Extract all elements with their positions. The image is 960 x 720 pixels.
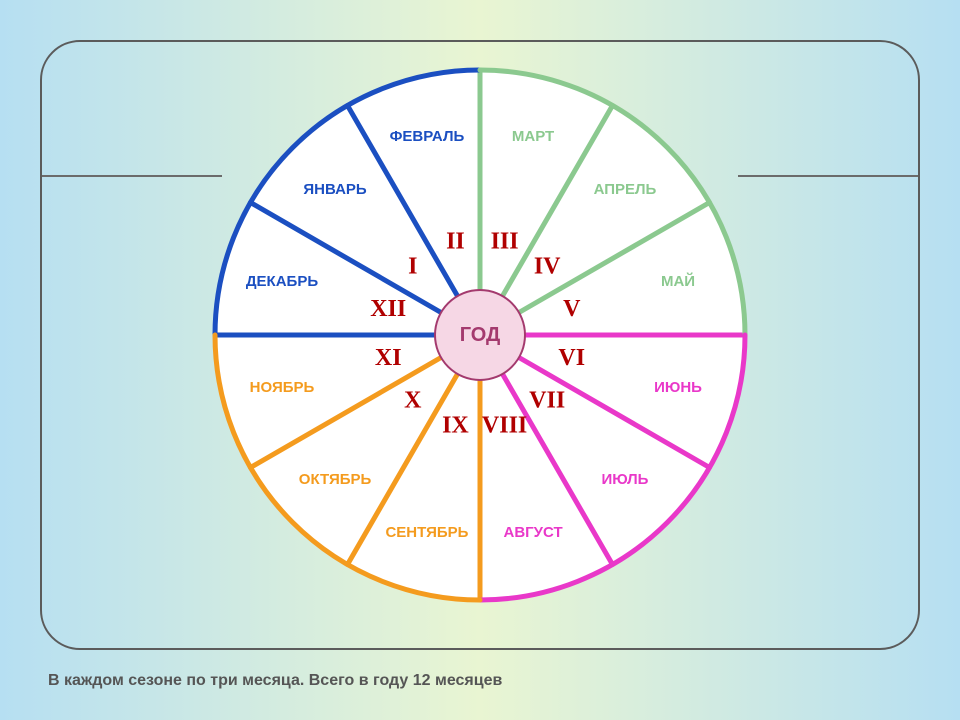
month-ИЮНЬ: ИЮНЬ	[654, 379, 702, 396]
month-ОКТЯБРЬ: ОКТЯБРЬ	[299, 471, 372, 488]
month-НОЯБРЬ: НОЯБРЬ	[250, 379, 315, 396]
month-ФЕВРАЛЬ: ФЕВРАЛЬ	[390, 128, 465, 145]
caption: В каждом сезоне по три месяца. Всего в г…	[48, 672, 502, 690]
month-ЯНВАРЬ: ЯНВАРЬ	[303, 181, 367, 198]
year-wheel: XII ДЕКАБРЬ I ЯНВАРЬ II ФЕВРАЛЬ III МАРТ IV АПРЕЛ…	[0, 0, 960, 720]
roman-VII: VII	[529, 388, 565, 414]
month-МАЙ: МАЙ	[661, 272, 695, 290]
roman-III: III	[491, 229, 519, 255]
roman-X: X	[404, 388, 422, 414]
month-АВГУСТ: АВГУСТ	[503, 524, 562, 541]
month-ДЕКАБРЬ: ДЕКАБРЬ	[246, 273, 318, 290]
month-ИЮЛЬ: ИЮЛЬ	[601, 471, 648, 488]
roman-XII: XII	[370, 296, 406, 322]
month-МАРТ: МАРТ	[512, 128, 554, 145]
roman-VIII: VIII	[482, 412, 527, 438]
roman-I: I	[408, 253, 417, 279]
center-label: ГОД	[460, 324, 501, 346]
roman-V: V	[563, 296, 581, 322]
roman-XI: XI	[375, 345, 402, 371]
roman-II: II	[446, 229, 465, 255]
roman-IX: IX	[442, 412, 469, 438]
roman-IV: IV	[534, 253, 561, 279]
month-СЕНТЯБРЬ: СЕНТЯБРЬ	[385, 524, 468, 541]
month-АПРЕЛЬ: АПРЕЛЬ	[594, 181, 657, 198]
roman-VI: VI	[558, 345, 585, 371]
